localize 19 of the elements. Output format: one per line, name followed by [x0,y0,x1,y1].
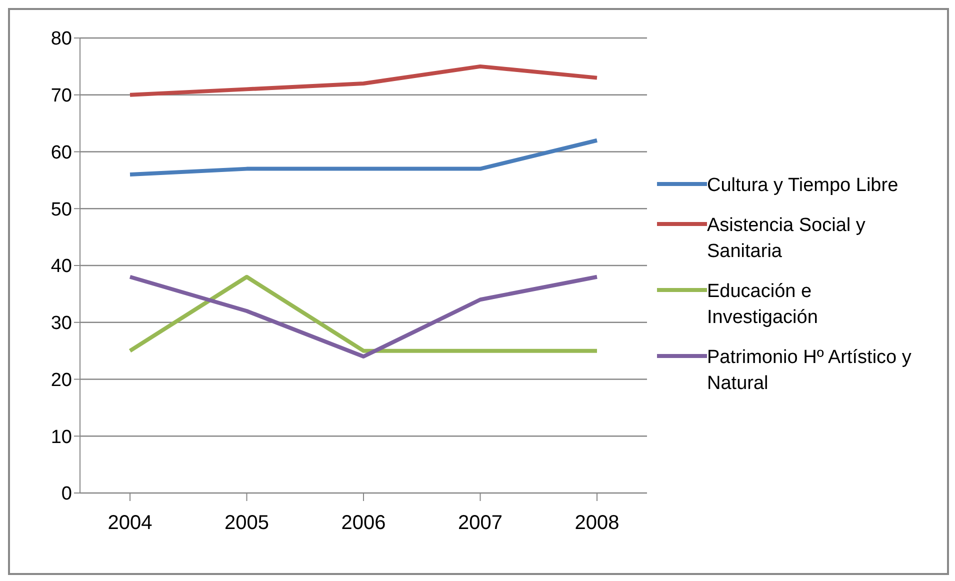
line-series [128,64,599,97]
x-tick-label: 2007 [458,512,502,534]
y-tick-label: 40 [50,256,72,278]
y-tick-label: 70 [50,86,72,107]
y-tick-label: 20 [50,370,72,391]
legend-label: Educación e Investigación [707,280,819,330]
y-tick-label: 10 [50,426,72,448]
x-tick-label: 2005 [224,512,269,534]
y-tick-label: 50 [50,199,72,220]
y-tick-label: 0 [61,484,72,505]
legend-label: Cultura y Tiempo Libre [707,174,898,198]
x-tick-label: 2004 [108,512,152,534]
x-tick-label: 2006 [341,512,386,534]
x-tick-label: 2008 [574,512,620,534]
y-tick-label: 60 [50,142,72,164]
legend-label: Asistencia Social y Sanitaria [707,214,866,264]
y-tick-label: 80 [50,28,72,50]
legend-label: Patrimonio Hº Artístico y Natural [707,346,912,396]
y-tick-label: 30 [50,313,72,334]
